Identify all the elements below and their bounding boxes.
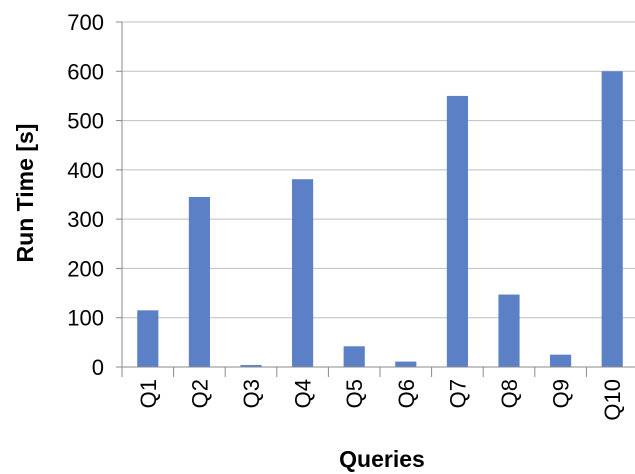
y-tick-label: 700 bbox=[67, 10, 104, 35]
x-tick-label-q7: Q7 bbox=[445, 379, 470, 408]
bars bbox=[137, 71, 623, 368]
y-tick-labels: 0 100 200 300 400 500 600 700 bbox=[67, 10, 104, 380]
y-tick-label: 600 bbox=[67, 59, 104, 84]
x-tick-label-q2: Q2 bbox=[187, 379, 212, 408]
y-tick-label: 100 bbox=[67, 306, 104, 331]
bar-q1 bbox=[137, 310, 159, 367]
x-tick-label-q4: Q4 bbox=[291, 379, 316, 408]
bar-q2 bbox=[188, 196, 210, 367]
y-tick-label: 0 bbox=[92, 355, 104, 380]
bar-q9 bbox=[550, 354, 572, 367]
y-axis-title: Run Time [s] bbox=[12, 124, 38, 263]
bar-q4 bbox=[292, 179, 314, 367]
x-tick-label-q5: Q5 bbox=[342, 379, 367, 408]
x-tick-label-q8: Q8 bbox=[497, 379, 522, 408]
bar-q3 bbox=[240, 365, 262, 367]
x-tick-label-q1: Q1 bbox=[136, 379, 161, 408]
bar-q6 bbox=[395, 361, 417, 367]
x-tick-labels: Q1 Q2 Q3 Q4 Q5 Q6 Q7 Q8 Q9 Q10 bbox=[136, 379, 625, 421]
x-axis-title: Queries bbox=[339, 446, 425, 472]
x-tick-label-q3: Q3 bbox=[239, 379, 264, 408]
y-tick-label: 200 bbox=[67, 256, 104, 281]
y-tick-label: 400 bbox=[67, 158, 104, 183]
y-tick-label: 300 bbox=[67, 207, 104, 232]
axes bbox=[116, 21, 635, 377]
bar-q5 bbox=[343, 346, 365, 367]
x-tick-label-q6: Q6 bbox=[394, 379, 419, 408]
bar-q10 bbox=[601, 71, 623, 368]
bar-q8 bbox=[498, 294, 520, 367]
y-tick-label: 500 bbox=[67, 109, 104, 134]
x-tick-label-q10: Q10 bbox=[600, 379, 625, 421]
bar-q7 bbox=[446, 95, 468, 367]
x-tick-label-q9: Q9 bbox=[549, 379, 574, 408]
